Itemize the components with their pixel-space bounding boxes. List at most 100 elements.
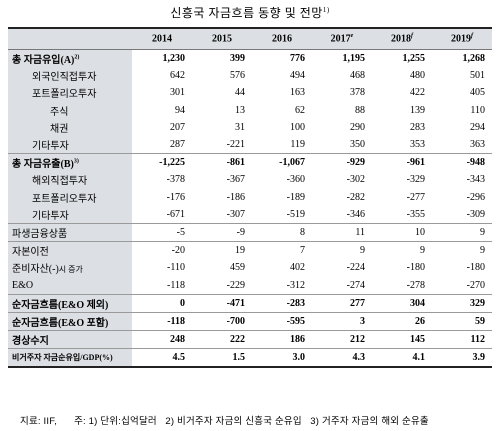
value-cell: 94	[175, 104, 185, 116]
value-cell: -229	[226, 279, 245, 291]
year-header: 2019f	[432, 27, 492, 50]
table-row: 순자금흐름(E&O 제외) 0 -471 -283 277 304 329	[8, 293, 492, 313]
value-cell: 62	[295, 104, 305, 116]
value-cell: 283	[410, 121, 425, 133]
year-header: 2014	[132, 27, 192, 50]
year-header: 2015	[192, 27, 252, 50]
value-cell: -283	[252, 293, 312, 313]
value-cell: -302	[346, 174, 365, 186]
value-cell: 100	[290, 121, 305, 133]
title-note: 1)	[322, 6, 330, 14]
row-label: 순자금흐름(E&O 제외)	[8, 293, 132, 313]
table-row: 경상수지 248 222 186 212 145 112	[8, 329, 492, 349]
value-cell: 1,230	[162, 53, 186, 65]
value-cell: 350	[350, 139, 365, 151]
value-cell: -277	[406, 191, 425, 203]
value-cell: 301	[170, 87, 185, 99]
value-cell: -180	[466, 262, 485, 274]
table-row: 해외직접투자 -378 -367 -360 -302 -329 -343	[8, 171, 492, 189]
table-row: 포트폴리오투자 301 44 163 378 422 405	[8, 84, 492, 102]
value-cell: 186	[252, 329, 312, 349]
value-cell: 642	[170, 70, 185, 82]
row-label: E&O	[8, 276, 132, 295]
value-cell: 422	[410, 87, 425, 99]
value-cell: 294	[470, 121, 485, 133]
row-label: 기타투자	[8, 205, 132, 224]
table-row: 채권 207 31 100 290 283 294	[8, 118, 492, 136]
value-cell: 3	[312, 311, 372, 331]
value-cell: -671	[166, 208, 185, 220]
source-footnote: 지료: IIF, 주: 1) 단위:십억달러 2) 비거주자 자금의 신흥국 순…	[20, 416, 429, 427]
table-row: 포트폴리오투자 -176 -186 -189 -282 -277 -296	[8, 188, 492, 206]
value-cell: 1,255	[402, 53, 426, 65]
value-cell: 494	[290, 70, 305, 82]
value-cell: 59	[432, 311, 492, 331]
row-label: 채권	[8, 118, 132, 136]
value-cell: -355	[406, 208, 425, 220]
table-row: E&O -118 -229 -312 -274 -278 -270	[8, 276, 492, 295]
row-label: 기타투자	[8, 135, 132, 154]
value-cell: -309	[466, 208, 485, 220]
value-cell: -118	[132, 311, 192, 331]
value-cell: -367	[226, 174, 245, 186]
row-label: 총 자금유입(A)2)	[8, 49, 132, 68]
value-cell: -519	[286, 208, 305, 220]
value-cell: -1,067	[252, 153, 312, 172]
title-text: 신흥국 자금흐름 동향 및 전망	[170, 6, 323, 20]
value-cell: 501	[470, 70, 485, 82]
value-cell: 88	[355, 104, 365, 116]
table-row: 주식 94 13 62 88 139 110	[8, 101, 492, 119]
table-row: 총 자금유출(B)3) -1,225 -861 -1,067 -929 -961…	[8, 153, 492, 172]
table-row: 자본이전 -20 19 7 9 9 9	[8, 241, 492, 260]
value-cell: 119	[290, 139, 305, 151]
row-label: 해외직접투자	[8, 171, 132, 189]
value-cell: 10	[372, 222, 432, 242]
value-cell: 378	[350, 87, 365, 99]
value-cell: 0	[132, 293, 192, 313]
row-label: 파생금융상품	[8, 222, 132, 242]
value-cell: 405	[470, 87, 485, 99]
value-cell: 11	[312, 222, 372, 242]
table-row: 준비자산(-)시 증가 -110 459 402 -224 -180 -180	[8, 259, 492, 277]
value-cell: 459	[230, 262, 245, 274]
value-cell: 9	[372, 241, 432, 260]
year-header: 2016	[252, 27, 312, 50]
value-cell: 44	[235, 87, 245, 99]
value-cell: -360	[286, 174, 305, 186]
value-cell: -110	[167, 262, 185, 274]
value-cell: 112	[432, 329, 492, 349]
row-label: 자본이전	[8, 241, 132, 260]
value-cell: 3.0	[252, 348, 312, 369]
row-label: 외국인직접투자	[8, 67, 132, 85]
value-cell: -343	[466, 174, 485, 186]
table-row: 비거주자 자금순유입/GDP(%) 4.5 1.5 3.0 4.3 4.1 3.…	[8, 348, 492, 369]
value-cell: -274	[346, 279, 365, 291]
value-cell: 277	[312, 293, 372, 313]
value-cell: -20	[132, 241, 192, 260]
year-header: 2017e	[312, 27, 372, 50]
value-cell: 399	[230, 53, 245, 65]
value-cell: 1.5	[192, 348, 252, 369]
value-cell: 1,195	[342, 53, 366, 65]
row-label: 비거주자 자금순유입/GDP(%)	[8, 348, 132, 369]
value-cell: 207	[170, 121, 185, 133]
value-cell: 7	[252, 241, 312, 260]
table-title: 신흥국 자금흐름 동향 및 전망1)	[0, 4, 500, 21]
value-cell: -861	[192, 153, 252, 172]
value-cell: -221	[226, 139, 245, 151]
value-cell: 145	[372, 329, 432, 349]
value-cell: 4.5	[132, 348, 192, 369]
value-cell: 287	[170, 139, 185, 151]
value-cell: 290	[350, 121, 365, 133]
table-row: 기타투자 -671 -307 -519 -346 -355 -309	[8, 205, 492, 224]
value-cell: -189	[286, 191, 305, 203]
value-cell: 163	[290, 87, 305, 99]
value-cell: -180	[406, 262, 425, 274]
value-cell: -1,225	[132, 153, 192, 172]
value-cell: 26	[372, 311, 432, 331]
value-cell: 468	[350, 70, 365, 82]
value-cell: -595	[252, 311, 312, 331]
value-cell: 4.1	[372, 348, 432, 369]
value-cell: -186	[226, 191, 245, 203]
